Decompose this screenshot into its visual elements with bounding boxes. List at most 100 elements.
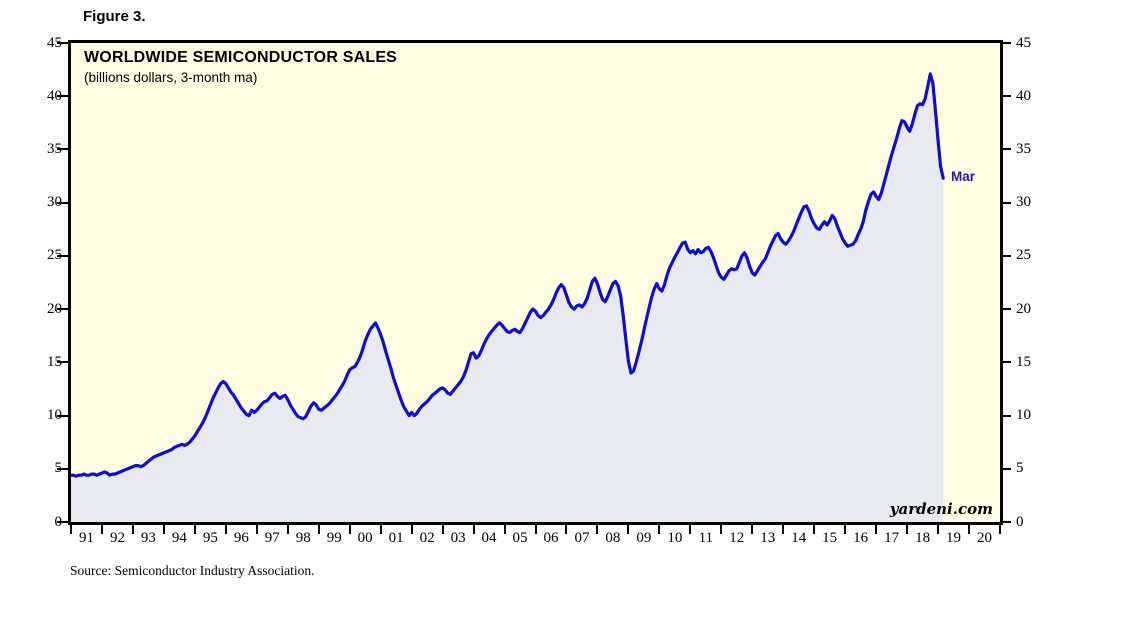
x-tick-20 [689,525,692,534]
x-tick-label-00: 00 [357,530,373,546]
x-tick-label-18: 18 [915,530,931,546]
x-tick-23 [782,525,785,534]
chart-frame: WORLDWIDE SEMICONDUCTOR SALES (billions … [68,40,1003,525]
figure-label: Figure 3. [83,8,146,25]
x-tick-label-17: 17 [884,530,900,546]
y-tick-label-left-25: 25 [47,247,62,264]
y-tick-label-left-30: 30 [47,194,62,211]
x-tick-label-13: 13 [760,530,776,546]
plot-line [71,72,945,478]
x-tick-label-96: 96 [233,530,249,546]
x-tick-label-07: 07 [574,530,590,546]
x-tick-label-03: 03 [450,530,466,546]
x-tick-16 [565,525,568,534]
x-tick-26 [875,525,878,534]
source-note: Source: Semiconductor Industry Associati… [70,563,315,578]
y-tick-label-right-25: 25 [1016,247,1031,264]
watermark: yardeni.com [889,500,993,518]
y-tick-label-left-40: 40 [47,87,62,104]
y-tick-label-right-0: 0 [1016,513,1024,530]
y-tick-right-5 [1000,467,1011,470]
chart-subtitle: (billions dollars, 3-month ma) [84,70,258,85]
y-tick-left-20 [57,308,68,311]
x-tick-3 [162,525,165,534]
x-tick-17 [596,525,599,534]
x-tick-2 [131,525,134,534]
x-tick-27 [906,525,909,534]
x-tick-label-12: 12 [729,530,745,546]
x-tick-30 [999,525,1001,534]
x-tick-29 [968,525,971,534]
x-tick-8 [317,525,320,534]
x-tick-6 [255,525,258,534]
y-tick-label-right-40: 40 [1016,87,1031,104]
x-tick-21 [720,525,723,534]
x-tick-label-98: 98 [295,530,311,546]
y-tick-right-15 [1000,361,1011,364]
x-tick-19 [658,525,661,534]
x-tick-label-08: 08 [605,530,621,546]
x-tick-25 [844,525,847,534]
y-tick-right-20 [1000,308,1011,311]
x-tick-label-11: 11 [698,530,714,546]
x-tick-11 [410,525,413,534]
y-tick-left-30 [57,201,68,204]
plot-area-fill [71,73,944,522]
y-tick-left-5 [57,467,68,470]
x-tick-label-20: 20 [977,530,993,546]
y-tick-right-40 [1000,95,1011,98]
y-tick-label-right-45: 45 [1016,34,1031,51]
y-tick-label-right-15: 15 [1016,353,1031,370]
y-tick-label-right-10: 10 [1016,407,1031,424]
x-tick-label-14: 14 [791,530,807,546]
y-tick-right-35 [1000,148,1011,151]
x-tick-28 [937,525,940,534]
x-tick-label-97: 97 [264,530,280,546]
x-tick-label-19: 19 [946,530,962,546]
x-tick-label-15: 15 [822,530,838,546]
x-tick-label-92: 92 [109,530,125,546]
x-tick-7 [286,525,289,534]
x-tick-5 [224,525,227,534]
x-tick-18 [627,525,630,534]
chart-title: WORLDWIDE SEMICONDUCTOR SALES [84,49,398,66]
y-tick-right-0 [1000,521,1011,523]
x-tick-9 [348,525,351,534]
x-tick-4 [193,525,196,534]
y-tick-right-10 [1000,414,1011,417]
y-tick-left-25 [57,254,68,257]
x-tick-label-16: 16 [853,530,869,546]
y-tick-label-left-35: 35 [47,140,62,157]
y-tick-label-right-30: 30 [1016,194,1031,211]
y-tick-label-right-5: 5 [1016,460,1024,477]
x-tick-1 [100,525,103,534]
x-tick-label-94: 94 [171,530,187,546]
x-tick-label-95: 95 [202,530,218,546]
y-tick-left-0 [57,521,68,523]
x-tick-label-99: 99 [326,530,342,546]
y-tick-right-25 [1000,254,1011,257]
x-tick-24 [813,525,816,534]
x-tick-label-02: 02 [419,530,435,546]
x-tick-14 [503,525,506,534]
x-tick-15 [534,525,537,534]
x-tick-12 [441,525,444,534]
x-tick-label-01: 01 [388,530,404,546]
y-tick-label-left-45: 45 [47,34,62,51]
x-tick-label-06: 06 [543,530,559,546]
x-tick-0 [70,525,72,534]
x-tick-label-09: 09 [636,530,652,546]
y-tick-label-right-35: 35 [1016,140,1031,157]
y-tick-left-10 [57,414,68,417]
y-tick-right-30 [1000,201,1011,204]
y-tick-right-45 [1000,42,1011,44]
x-tick-13 [472,525,475,534]
y-tick-label-left-10: 10 [47,407,62,424]
x-tick-label-05: 05 [512,530,528,546]
x-tick-label-10: 10 [667,530,683,546]
y-tick-left-45 [57,42,68,44]
x-tick-label-91: 91 [78,530,94,546]
chart-canvas [71,72,945,522]
y-tick-label-left-15: 15 [47,353,62,370]
